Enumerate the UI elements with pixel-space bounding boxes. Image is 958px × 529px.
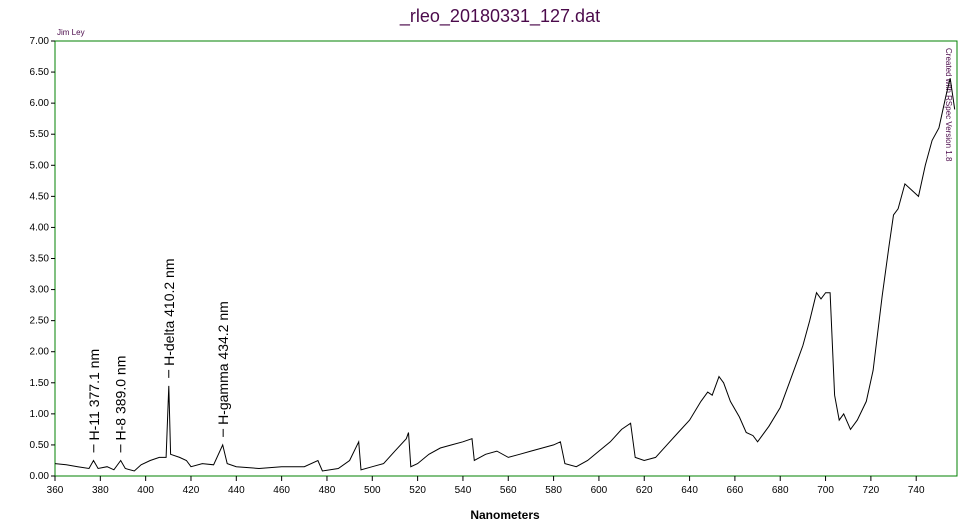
x-tick-label: 560 xyxy=(500,485,517,496)
y-tick-label: 3.50 xyxy=(30,254,50,265)
y-tick-label: 2.50 xyxy=(30,316,50,327)
x-tick-label: 480 xyxy=(319,485,336,496)
line-label: H-gamma 434.2 nm xyxy=(215,301,231,425)
x-tick-label: 620 xyxy=(636,485,653,496)
x-tick-label: 420 xyxy=(183,485,200,496)
author-note: Jim Ley xyxy=(57,28,85,37)
y-tick-label: 5.50 xyxy=(30,129,50,140)
x-tick-label: 400 xyxy=(137,485,154,496)
y-tick-label: 4.00 xyxy=(30,222,50,233)
chart-title: _rleo_20180331_127.dat xyxy=(399,6,600,27)
x-tick-label: 540 xyxy=(455,485,472,496)
x-tick-label: 440 xyxy=(228,485,245,496)
x-tick-label: 520 xyxy=(409,485,426,496)
x-tick-label: 460 xyxy=(273,485,290,496)
x-tick-label: 660 xyxy=(727,485,744,496)
software-note: Created with RSpec Version 1.8 xyxy=(944,48,953,162)
x-axis-label: Nanometers xyxy=(470,508,540,522)
line-label: H-11 377.1 nm xyxy=(86,349,102,441)
y-tick-label: 0.50 xyxy=(30,440,50,451)
x-tick-label: 640 xyxy=(681,485,698,496)
y-tick-label: 1.00 xyxy=(30,409,50,420)
x-tick-label: 680 xyxy=(772,485,789,496)
line-label: H-delta 410.2 nm xyxy=(161,258,177,365)
line-label: H-8 389.0 nm xyxy=(113,356,129,441)
y-tick-label: 0.00 xyxy=(30,471,50,482)
x-tick-label: 580 xyxy=(545,485,562,496)
y-tick-label: 3.00 xyxy=(30,285,50,296)
spectrum-line xyxy=(54,78,956,472)
x-tick-label: 360 xyxy=(47,485,64,496)
x-tick-label: 380 xyxy=(92,485,109,496)
y-tick-label: 5.00 xyxy=(30,160,50,171)
y-tick-label: 4.50 xyxy=(30,191,50,202)
x-tick-label: 740 xyxy=(908,485,925,496)
x-tick-label: 720 xyxy=(863,485,880,496)
plot-frame xyxy=(54,40,958,477)
y-tick-label: 2.00 xyxy=(30,347,50,358)
y-tick-label: 6.00 xyxy=(30,98,50,109)
x-tick-label: 500 xyxy=(364,485,381,496)
y-tick-label: 6.50 xyxy=(30,67,50,78)
y-tick-label: 1.50 xyxy=(30,378,50,389)
x-tick-label: 600 xyxy=(591,485,608,496)
x-tick-label: 700 xyxy=(817,485,834,496)
y-tick-label: 7.00 xyxy=(30,36,50,47)
